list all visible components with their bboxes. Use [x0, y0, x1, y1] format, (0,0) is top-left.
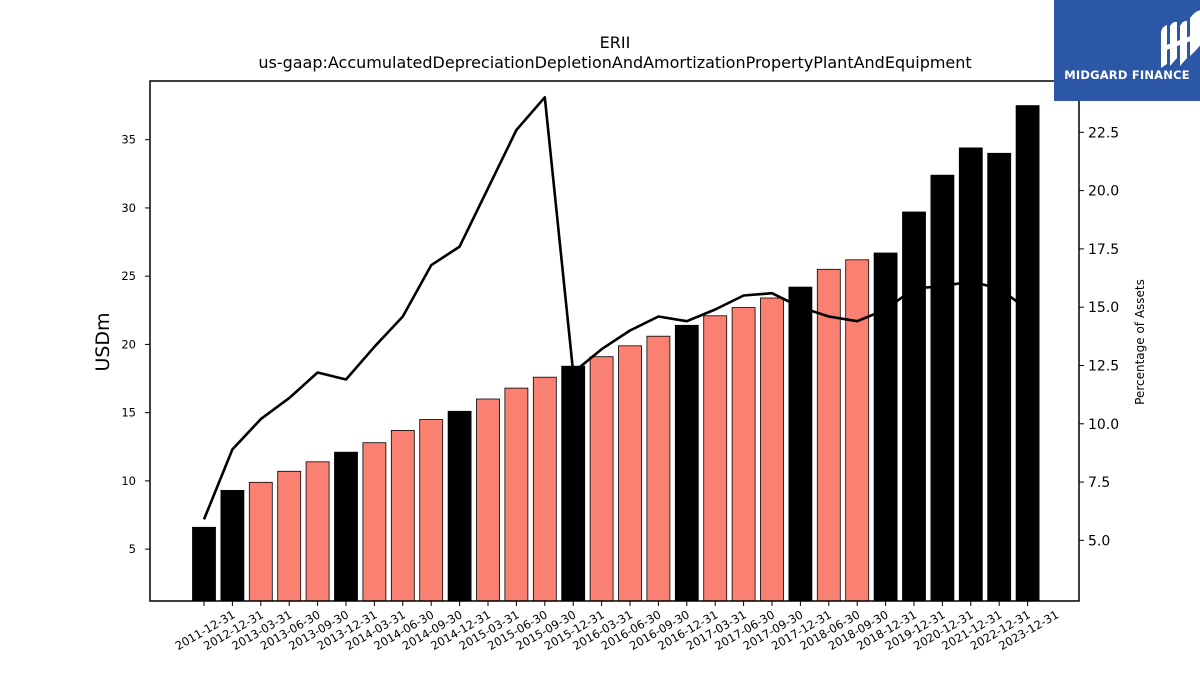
y-tick-label: 15 — [121, 406, 136, 420]
bar-2014-09-30 — [419, 419, 444, 602]
y2-tick-label: 20.0 — [1088, 184, 1119, 200]
bar-2020-12-31 — [930, 174, 955, 602]
bar-2014-03-31 — [362, 442, 387, 602]
y-tick-label: 35 — [121, 133, 136, 147]
y2-axis: 5.0 7.5 10.0 12.5 15.0 17.5 20.0 22.5 — [1079, 125, 1119, 549]
bar-2016-03-31 — [589, 356, 614, 602]
logo-text: MIDGARD FINANCE — [1064, 68, 1190, 82]
bar-2015-03-31 — [476, 398, 500, 602]
y2-tick-label: 10.0 — [1088, 417, 1119, 433]
bar-2016-12-31 — [674, 324, 699, 602]
bar-2023-12-31 — [1015, 105, 1040, 602]
y-axis: 5 10 15 20 25 30 35 — [121, 133, 150, 556]
bar-2022-12-31 — [987, 152, 1012, 602]
midgard-finance-logo: MIDGARD FINANCE — [1054, 0, 1200, 101]
bar-2012-12-31 — [220, 489, 245, 602]
bars-group — [192, 105, 1040, 602]
bar-2016-09-30 — [646, 335, 671, 602]
bar-2018-09-30 — [845, 259, 870, 602]
logo-mark-icon — [1161, 10, 1200, 68]
bar-2017-09-30 — [760, 297, 784, 602]
bar-2018-12-31 — [873, 252, 898, 602]
y-tick-label: 25 — [121, 269, 136, 283]
y-tick-label: 5 — [129, 542, 136, 556]
percentage-line — [202, 96, 1029, 520]
y2-tick-label: 22.5 — [1088, 125, 1119, 141]
bar-2017-03-31 — [703, 315, 728, 602]
y2-tick-label: 5.0 — [1088, 533, 1110, 549]
y-axis-label: USDm — [92, 312, 114, 371]
bar-2016-06-30 — [618, 345, 642, 602]
bar-2015-12-31 — [561, 365, 586, 602]
bar-2019-12-31 — [902, 211, 926, 602]
bar-2014-12-31 — [447, 410, 472, 602]
y-tick-label: 10 — [121, 474, 136, 488]
y-tick-label: 30 — [121, 201, 136, 215]
bar-2014-06-30 — [390, 429, 415, 602]
bar-2013-06-30 — [277, 470, 302, 602]
plot-frame — [149, 80, 1080, 602]
bar-2013-12-31 — [334, 451, 358, 602]
y2-tick-label: 15.0 — [1088, 300, 1119, 316]
bar-2017-12-31 — [788, 286, 813, 602]
bar-2015-09-30 — [532, 376, 557, 602]
y-tick-label: 20 — [121, 337, 136, 351]
bar-2015-06-30 — [504, 387, 529, 602]
chart-subtitle: us-gaap:AccumulatedDepreciationDepletion… — [258, 53, 971, 72]
bar-2017-06-30 — [731, 307, 756, 602]
y2-axis-label: Percentage of Assets — [1133, 279, 1147, 405]
chart-title: ERII — [600, 33, 631, 52]
bar-2011-12-31 — [192, 526, 216, 602]
y2-tick-label: 17.5 — [1088, 242, 1119, 258]
y2-tick-label: 12.5 — [1088, 358, 1119, 374]
bar-2021-12-31 — [958, 147, 983, 602]
bar-2013-03-31 — [248, 481, 273, 602]
line-group — [202, 96, 1029, 520]
x-axis: 2011-12-312012-12-312013-03-312013-06-30… — [173, 601, 1061, 653]
y2-tick-label: 7.5 — [1088, 475, 1110, 491]
bar-2013-09-30 — [305, 461, 330, 602]
